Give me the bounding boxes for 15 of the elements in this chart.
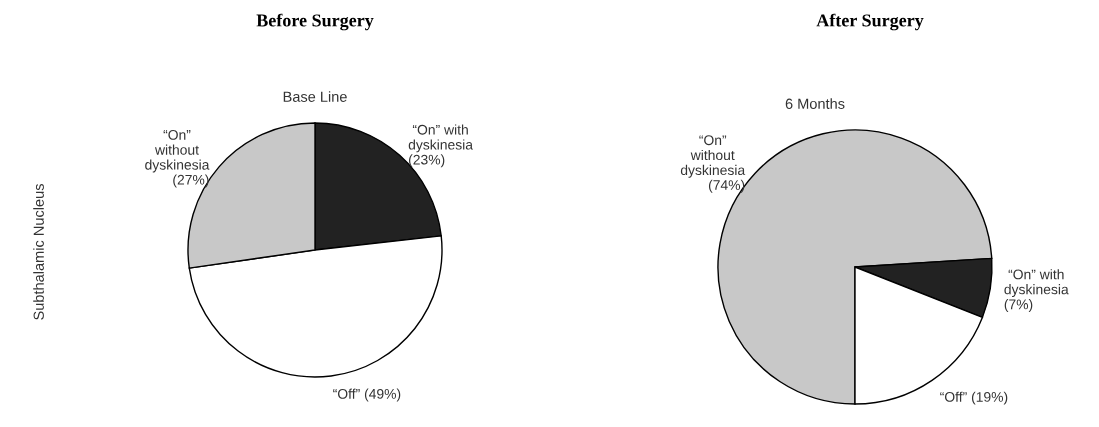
chart-subtitle: Base Line — [283, 91, 347, 102]
data-label: (23%) — [409, 154, 445, 168]
chart-title: Before Surgery — [256, 13, 374, 31]
slice-label: “On” without dyskinesia — [145, 129, 210, 173]
slice-label: “On” with dyskinesia — [1004, 269, 1069, 298]
data-label: (74%) — [708, 179, 745, 193]
data-label: (27%) — [173, 174, 209, 188]
data-label: (7%) — [1004, 299, 1033, 312]
chart-subtitle: 6 Months — [785, 98, 845, 109]
slice-label: “Off” (49%) — [333, 388, 401, 402]
slice-label: “Off” (19%) — [940, 391, 1008, 405]
chart-title: After Surgery — [816, 13, 924, 31]
slice-label: “On” without dyskinesia — [680, 135, 746, 178]
text: Subthalamic Nucleus — [33, 184, 44, 320]
slice-label: “On” with dyskinesia — [408, 124, 473, 153]
